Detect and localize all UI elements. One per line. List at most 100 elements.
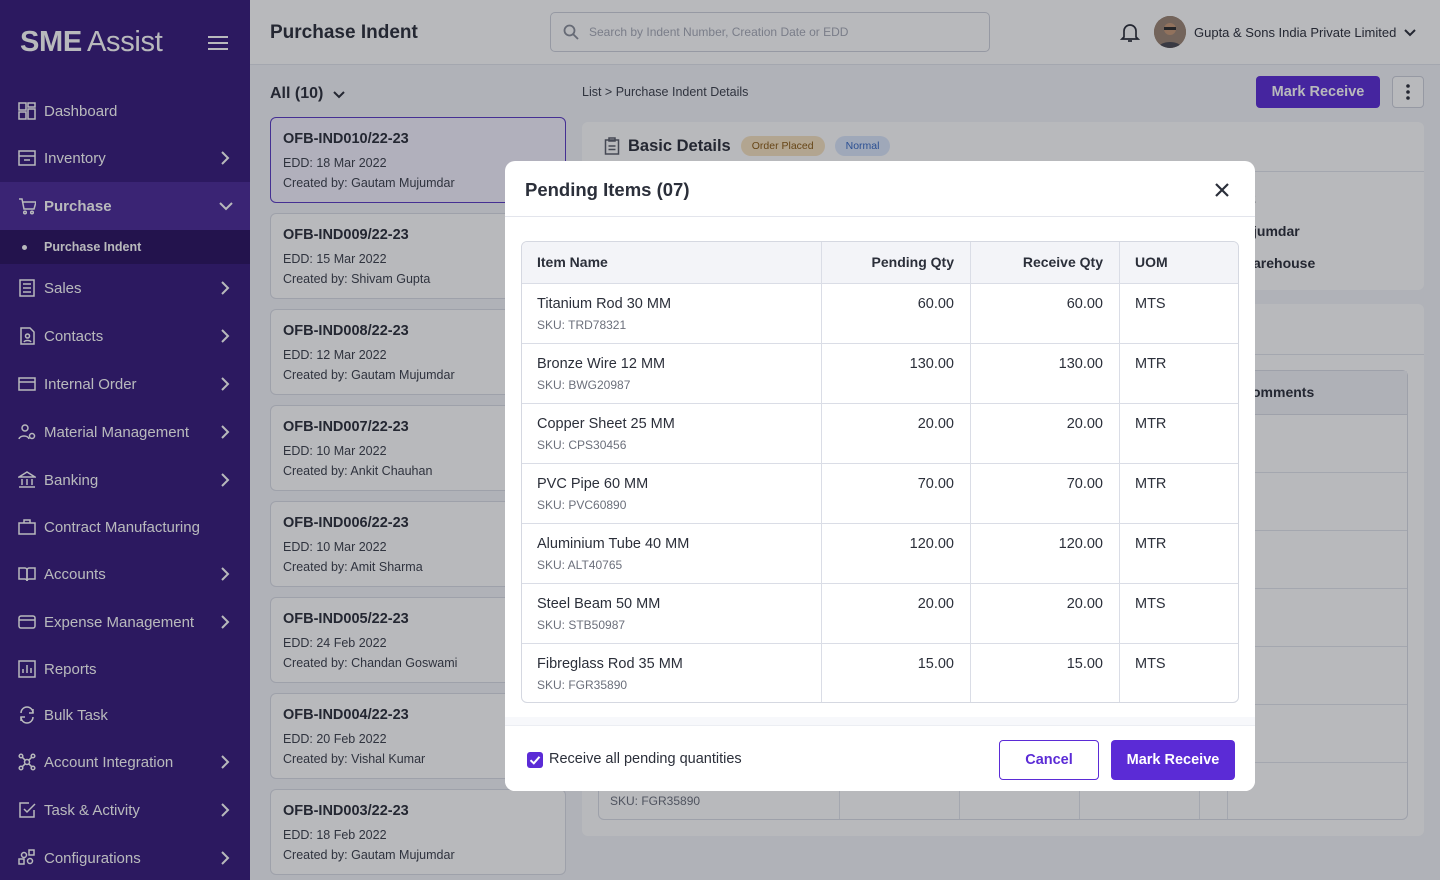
sidebar-item-label: Expense Management (44, 613, 195, 631)
company-name[interactable]: Gupta & Sons India Private Limited (1194, 25, 1397, 40)
item-uom: MTR (1135, 356, 1167, 372)
cancel-button[interactable]: Cancel (999, 740, 1099, 780)
sidebar-item-dashboard[interactable]: Dashboard (0, 89, 250, 133)
receive-all-label[interactable]: Receive all pending quantities (549, 751, 742, 767)
indent-card[interactable]: OFB-IND003/22-23 EDD: 18 Feb 2022 Create… (270, 789, 566, 875)
item-name: Copper Sheet 25 MM (537, 416, 675, 432)
sidebar-item-sales[interactable]: Sales (0, 266, 250, 310)
receive-qty-input[interactable]: 70.00 (1066, 476, 1103, 492)
mark-receive-submit-button[interactable]: Mark Receive (1111, 740, 1235, 780)
indent-id: OFB-IND008/22-23 (283, 323, 409, 339)
receive-qty-input[interactable]: 20.00 (1066, 416, 1103, 432)
sidebar-item-label: Material Management (44, 423, 190, 441)
indent-edd: EDD: 12 Mar 2022 (283, 348, 387, 362)
modal-footer: Receive all pending quantities Cancel Ma… (505, 725, 1255, 791)
sidebar-item-banking[interactable]: Banking (0, 458, 250, 502)
notification-bell-icon[interactable] (1120, 22, 1140, 43)
chevron-down-icon (333, 90, 346, 98)
column-divider (970, 242, 971, 702)
chevron-right-icon (221, 281, 230, 295)
sidebar-item-material-management[interactable]: Material Management (0, 410, 250, 454)
sidebar-item-purchase[interactable]: Purchase (0, 182, 250, 230)
sidebar-item-task-activity[interactable]: Task & Activity (0, 788, 250, 832)
sidebar-item-accounts[interactable]: Accounts (0, 552, 250, 596)
sidebar-item-account-integration[interactable]: Account Integration (0, 740, 250, 784)
breadcrumb[interactable]: List > Purchase Indent Details (582, 85, 749, 99)
config-icon (18, 849, 35, 865)
item-name: Steel Beam 50 MM (537, 596, 661, 612)
column-header-pending-qty: Pending Qty (871, 254, 954, 270)
receive-qty-input[interactable]: 130.00 (1058, 356, 1103, 372)
sidebar-item-label: Contacts (44, 327, 104, 345)
item-sku: SKU: FGR35890 (537, 678, 628, 692)
user-avatar[interactable] (1154, 16, 1186, 48)
search-box[interactable] (550, 12, 990, 52)
indent-id: OFB-IND004/22-23 (283, 707, 409, 723)
chevron-right-icon (221, 851, 230, 865)
indent-id: OFB-IND003/22-23 (283, 803, 409, 819)
sidebar-item-bulk-task[interactable]: Bulk Task (0, 693, 250, 737)
sidebar-item-label: Configurations (44, 849, 141, 867)
sidebar-item-contacts[interactable]: Contacts (0, 314, 250, 358)
indent-id: OFB-IND007/22-23 (283, 419, 409, 435)
sidebar-item-contract-manufacturing[interactable]: Contract Manufacturing (0, 505, 250, 549)
indent-edd: EDD: 10 Mar 2022 (283, 444, 387, 458)
receive-qty-input[interactable]: 120.00 (1058, 536, 1103, 552)
item-name: Aluminium Tube 40 MM (537, 536, 690, 552)
top-header: Purchase Indent Gupta & Sons India Priva… (250, 0, 1440, 65)
sync-icon (20, 706, 34, 724)
sidebar-item-reports[interactable]: Reports (0, 647, 250, 691)
item-sku: SKU: ALT40765 (537, 558, 623, 572)
indent-edd: EDD: 15 Mar 2022 (283, 252, 387, 266)
sidebar-item-expense-management[interactable]: Expense Management (0, 600, 250, 644)
sidebar-item-label: Inventory (44, 149, 106, 167)
page-title: Purchase Indent (270, 22, 418, 43)
indent-created-by: Created by: Ankit Chauhan (283, 464, 433, 478)
bank-icon (18, 471, 36, 488)
sidebar-item-configurations[interactable]: Configurations (0, 836, 250, 880)
inventory-icon (18, 150, 36, 166)
sidebar-item-internal-order[interactable]: Internal Order (0, 362, 250, 406)
dashboard-icon (18, 102, 36, 120)
sidebar-item-label: Bulk Task (44, 706, 108, 724)
modal-title: Pending Items (07) (525, 179, 690, 200)
contacts-icon (20, 327, 35, 345)
integration-icon (18, 753, 36, 771)
indent-created-by: Created by: Chandan Goswami (283, 656, 458, 670)
item-sku: SKU: BWG20987 (537, 378, 631, 392)
kebab-menu-icon (1406, 84, 1410, 100)
item-name: Titanium Rod 30 MM (537, 296, 672, 312)
close-icon[interactable] (1211, 179, 1233, 201)
item-name: Bronze Wire 12 MM (537, 356, 666, 372)
item-uom: MTS (1135, 656, 1166, 672)
hamburger-menu-icon[interactable] (208, 35, 228, 51)
chevron-right-icon (221, 615, 230, 629)
mark-receive-button[interactable]: Mark Receive (1256, 76, 1380, 108)
search-icon (563, 24, 579, 40)
more-options-button[interactable] (1392, 76, 1424, 108)
sales-icon (19, 279, 35, 297)
sidebar-item-inventory[interactable]: Inventory (0, 136, 250, 180)
receive-qty-input[interactable]: 20.00 (1066, 596, 1103, 612)
receive-qty-input[interactable]: 15.00 (1066, 656, 1103, 672)
indent-edd: EDD: 24 Feb 2022 (283, 636, 387, 650)
search-input[interactable] (589, 25, 969, 39)
chevron-down-icon (219, 202, 233, 211)
chevron-right-icon (221, 567, 230, 581)
pending-qty: 130.00 (909, 356, 954, 372)
detail-value-fragment: arehouse (1253, 255, 1316, 271)
filter-dropdown[interactable]: All (10) (270, 85, 346, 103)
chevron-right-icon (221, 473, 230, 487)
item-sku: SKU: CPS30456 (537, 438, 627, 452)
brand-logo[interactable]: SME Assist (20, 26, 163, 59)
receive-all-checkbox[interactable] (527, 752, 543, 768)
item-uom: MTR (1135, 536, 1167, 552)
chevron-right-icon (221, 803, 230, 817)
task-icon (19, 802, 36, 818)
chevron-down-icon[interactable] (1404, 28, 1416, 37)
pending-items-modal: Pending Items (07) Item Name Pending Qty… (505, 161, 1255, 791)
sidebar-subitem-purchase-indent[interactable]: Purchase Indent (0, 230, 250, 264)
column-header-uom: UOM (1135, 254, 1168, 270)
clipboard-icon (604, 137, 620, 155)
receive-qty-input[interactable]: 60.00 (1066, 296, 1103, 312)
